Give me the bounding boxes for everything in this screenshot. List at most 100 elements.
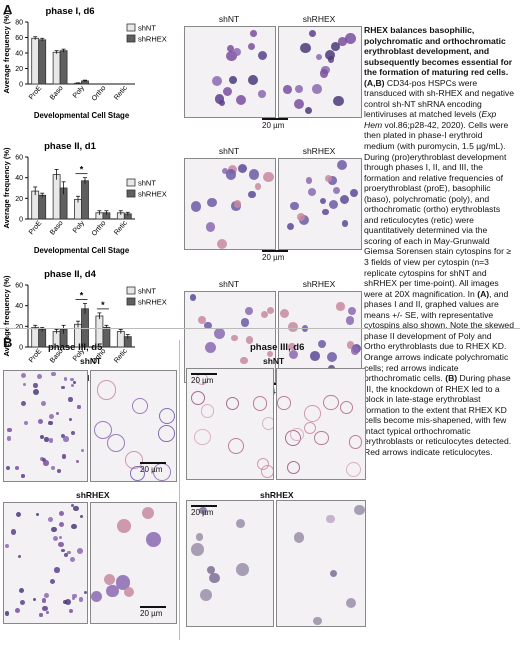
cell bbox=[197, 315, 206, 324]
cell bbox=[71, 523, 77, 530]
panel-b-left-title: phase III, d5 bbox=[48, 342, 103, 353]
cell bbox=[18, 555, 22, 559]
scale-bar-label: 20 µm bbox=[262, 252, 285, 262]
cell bbox=[214, 94, 225, 104]
cell bbox=[213, 328, 225, 340]
cell bbox=[23, 421, 28, 426]
cell bbox=[53, 535, 59, 541]
cell bbox=[20, 373, 26, 379]
y-tick-label: 40 bbox=[15, 303, 23, 310]
cell bbox=[296, 212, 306, 222]
cell bbox=[305, 177, 313, 184]
cell bbox=[79, 515, 83, 519]
cell bbox=[248, 190, 256, 199]
scale-bar-line bbox=[262, 383, 288, 385]
micrograph-shnt bbox=[184, 291, 276, 383]
cell bbox=[340, 195, 350, 205]
cell bbox=[132, 398, 149, 415]
cell bbox=[208, 572, 220, 584]
y-tick-label: 60 bbox=[15, 35, 23, 42]
cell bbox=[93, 421, 112, 440]
x-tick-label: Retic bbox=[113, 84, 129, 101]
cell bbox=[200, 404, 215, 418]
cell bbox=[50, 579, 56, 585]
cell bbox=[221, 168, 228, 175]
cell bbox=[116, 519, 131, 533]
y-tick-label: 0 bbox=[19, 82, 23, 89]
micrograph-b-d6-shnt-2 bbox=[276, 368, 366, 480]
cell bbox=[60, 548, 65, 553]
cell bbox=[248, 75, 259, 86]
cell bbox=[232, 48, 241, 57]
legend-label-shRHEX: shRHEX bbox=[138, 35, 167, 44]
cell bbox=[191, 201, 202, 212]
cell bbox=[42, 460, 49, 467]
caption-part2: vol.86;p28-42, 2020). Cells were then pl… bbox=[364, 119, 512, 299]
cell bbox=[305, 107, 313, 115]
bar-shRHEX-ProE bbox=[38, 329, 47, 348]
cell bbox=[345, 316, 355, 325]
cell bbox=[345, 598, 356, 609]
cell bbox=[141, 506, 154, 519]
cell bbox=[19, 588, 25, 594]
cell bbox=[47, 420, 53, 426]
cell bbox=[328, 176, 337, 185]
cell bbox=[70, 430, 75, 435]
x-axis-label: Developmental Cell Stage bbox=[34, 246, 130, 255]
cell bbox=[330, 42, 340, 51]
cell bbox=[70, 503, 75, 508]
significance-star: * bbox=[101, 300, 105, 310]
y-tick-label: 20 bbox=[15, 66, 23, 73]
cell bbox=[344, 33, 356, 45]
cell bbox=[7, 427, 12, 433]
cell bbox=[106, 584, 120, 598]
cell bbox=[64, 553, 69, 558]
significance-star: * bbox=[80, 291, 84, 301]
legend-label-shNT: shNT bbox=[138, 287, 156, 296]
cell bbox=[69, 608, 74, 614]
cell bbox=[70, 377, 74, 382]
cell bbox=[303, 422, 317, 435]
y-tick-label: 20 bbox=[15, 324, 23, 331]
chart-phase-i-d6: phase I, d6 Average frequency (%) 0 20 40 60 8… bbox=[0, 0, 180, 125]
cell bbox=[350, 189, 359, 198]
cell bbox=[20, 599, 26, 605]
micrograph-b-d6-shnt-1: 20 µm bbox=[186, 368, 274, 480]
cell bbox=[106, 433, 126, 453]
cell bbox=[326, 514, 335, 524]
scale-bar-label: 20 µm bbox=[191, 375, 214, 385]
cell bbox=[267, 306, 275, 314]
cell bbox=[245, 306, 254, 315]
cell bbox=[228, 437, 245, 454]
cell bbox=[312, 84, 322, 94]
bar-chart-phase-ii-d1: phase II, d1 Average frequency (%) 0 20 40 60… bbox=[2, 141, 167, 255]
y-tick-label: 40 bbox=[15, 51, 23, 58]
bar-shNT-Retic bbox=[116, 331, 125, 348]
cell bbox=[263, 172, 274, 183]
cell bbox=[290, 201, 299, 210]
scale-bar-line bbox=[262, 250, 288, 252]
cell bbox=[260, 310, 269, 319]
x-tick-label: Baso bbox=[49, 220, 65, 237]
cell bbox=[327, 351, 338, 362]
cell bbox=[51, 371, 56, 377]
cell bbox=[346, 341, 355, 349]
legend-swatch-shNT bbox=[126, 178, 136, 187]
cell bbox=[315, 53, 323, 61]
y-tick-label: 40 bbox=[15, 175, 23, 182]
cell bbox=[258, 51, 268, 61]
cell bbox=[248, 169, 259, 180]
cell bbox=[293, 98, 304, 109]
cell bbox=[332, 95, 344, 107]
cell bbox=[207, 197, 218, 208]
cell bbox=[258, 90, 266, 98]
micro-a-label-shnt: shNT bbox=[218, 14, 240, 24]
cell bbox=[212, 76, 223, 87]
cell bbox=[91, 590, 103, 603]
legend-label-shNT: shNT bbox=[138, 24, 156, 33]
micro-a-scale-bar: 20 µm bbox=[262, 250, 288, 262]
legend-swatch-shNT bbox=[126, 286, 136, 295]
cell bbox=[14, 466, 19, 470]
micrograph-shrhex bbox=[278, 158, 362, 250]
cell bbox=[217, 238, 228, 249]
